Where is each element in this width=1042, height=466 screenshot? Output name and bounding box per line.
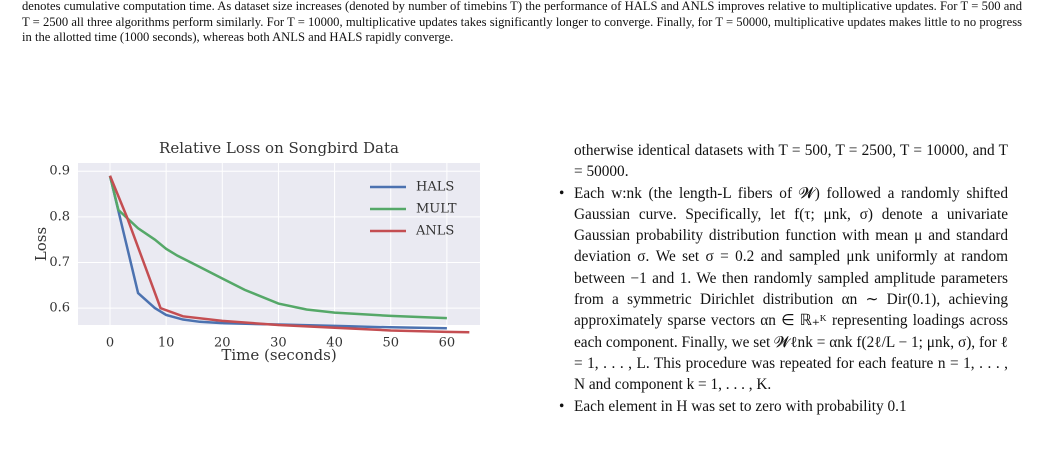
bullet-list: Each w:nk (the length-L fibers of 𝓦) fol… bbox=[552, 183, 1008, 418]
y-tick-label: 0.7 bbox=[49, 255, 70, 270]
x-tick-label: 40 bbox=[326, 336, 343, 351]
y-tick-label: 0.6 bbox=[49, 301, 70, 316]
x-tick-label: 30 bbox=[270, 336, 287, 351]
x-tick-label: 50 bbox=[382, 336, 399, 351]
x-tick-label: 20 bbox=[214, 336, 231, 351]
chart: Relative Loss on Songbird Data Time (sec… bbox=[32, 139, 480, 364]
x-tick-label: 0 bbox=[106, 336, 114, 351]
y-tick-label: 0.9 bbox=[49, 164, 70, 179]
legend-label: ANLS bbox=[415, 224, 454, 239]
series-line bbox=[108, 175, 447, 330]
body-text: otherwise identical datasets with T = 50… bbox=[552, 140, 1008, 417]
legend-label: HALS bbox=[416, 180, 454, 195]
series-line bbox=[108, 175, 447, 320]
paragraph: otherwise identical datasets with T = 50… bbox=[574, 142, 1008, 181]
figure-caption: denotes cumulative computation time. As … bbox=[22, 0, 1022, 45]
x-tick-label: 10 bbox=[158, 336, 175, 351]
y-tick-label: 0.8 bbox=[49, 209, 70, 224]
series-line bbox=[108, 175, 470, 334]
bullet-item: Each w:nk (the length-L fibers of 𝓦) fol… bbox=[559, 183, 1008, 396]
x-tick-label: 60 bbox=[439, 336, 456, 351]
y-axis-label: Loss bbox=[32, 227, 50, 261]
x-axis-label: Time (seconds) bbox=[221, 346, 336, 364]
legend-label: MULT bbox=[416, 202, 457, 217]
chart-title: Relative Loss on Songbird Data bbox=[159, 139, 399, 157]
bullet-item: Each element in H was set to zero with p… bbox=[559, 396, 1008, 418]
